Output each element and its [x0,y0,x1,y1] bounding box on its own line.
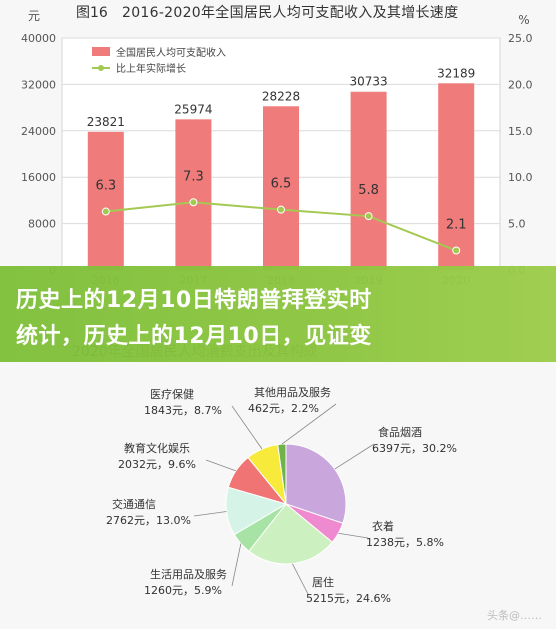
watermark: 头条@…… [487,609,542,622]
slice-value-label: 5215元，24.6% [306,592,391,605]
leader-line [281,403,337,445]
leader-line [292,563,309,595]
right-axis-tick-label: 10.0 [508,171,533,184]
right-axis-tick-label: 20.0 [508,78,533,91]
legend-label-bar: 全国居民人均可支配收入 [116,46,226,59]
growth-point [364,212,373,221]
left-axis-tick-label: 8000 [28,218,56,231]
bar-value-label: 23821 [87,115,125,129]
growth-value-label: 7.3 [183,169,204,184]
growth-point [277,205,285,214]
leader-line [338,532,369,539]
bar [350,91,387,270]
slice-value-label: 1260元，5.9% [144,584,222,597]
growth-point [189,198,198,207]
legend-label-line: 比上年实际增长 [116,62,186,75]
headline-line-1: 历史上的12月10日特朗普拜登实时 [16,288,372,313]
leader-line [334,443,375,470]
growth-point [452,246,461,255]
chart-title-number: 图16 [76,5,108,21]
slice-label: 交通通信 [112,497,156,511]
slice-value-label: 1238元，5.8% [366,536,444,549]
slice-value-label: 2762元，13.0% [106,514,191,527]
headline-banner: 历史上的12月10日特朗普拜登实时 统计，历史上的12月10日，见证变 [0,266,556,362]
slice-label: 生活用品及服务 [150,567,227,581]
left-axis-unit: 元 [28,9,40,23]
slice-label: 教育文化娱乐 [124,441,190,455]
slice-value-label: 462元，2.2% [248,402,319,415]
growth-value-label: 6.3 [95,179,116,194]
income-bar-line-chart: 0800016000240003200040000元0.05.010.015.0… [21,9,533,287]
chart-title-text: 2016-2020年全国居民人均可支配收入及其增长速度 [122,5,459,21]
right-axis-unit: % [518,13,529,27]
legend-swatch-bar [92,47,110,56]
bar-value-label: 32189 [437,66,475,80]
bar [175,119,212,270]
bar-value-label: 30733 [350,75,388,89]
legend-swatch-point [98,65,104,71]
leader-line [231,405,263,450]
slice-label: 食品烟酒 [378,425,422,439]
left-axis-tick-label: 32000 [21,78,56,91]
pie-slice [248,503,333,565]
bar-value-label: 25974 [174,102,212,116]
slice-label: 衣着 [372,519,394,533]
leader-line [193,511,227,517]
growth-value-label: 6.5 [271,177,292,192]
left-axis-tick-label: 40000 [21,32,56,45]
slice-label: 医疗保健 [150,387,194,401]
growth-value-label: 2.1 [446,218,467,233]
slice-value-label: 2032元，9.6% [118,458,196,471]
leader-line [205,459,237,472]
slice-value-label: 6397元，30.2% [372,442,457,455]
left-axis-tick-label: 16000 [21,171,56,184]
bar-value-label: 28228 [262,89,300,103]
bar [87,131,124,270]
right-axis-tick-label: 5.0 [508,218,526,231]
slice-label: 其他用品及服务 [254,386,331,399]
headline-line-2: 统计，历史上的12月10日，见证变 [16,324,372,349]
growth-point [101,207,110,216]
bar [438,83,475,270]
leader-line [231,543,242,587]
bar [263,106,299,270]
left-axis-tick-label: 24000 [21,125,56,138]
slice-value-label: 1843元，8.7% [144,404,222,417]
right-axis-tick-label: 25.0 [508,32,533,45]
slice-label: 居住 [312,575,334,589]
right-axis-tick-label: 15.0 [508,125,533,138]
growth-value-label: 5.8 [358,183,379,198]
